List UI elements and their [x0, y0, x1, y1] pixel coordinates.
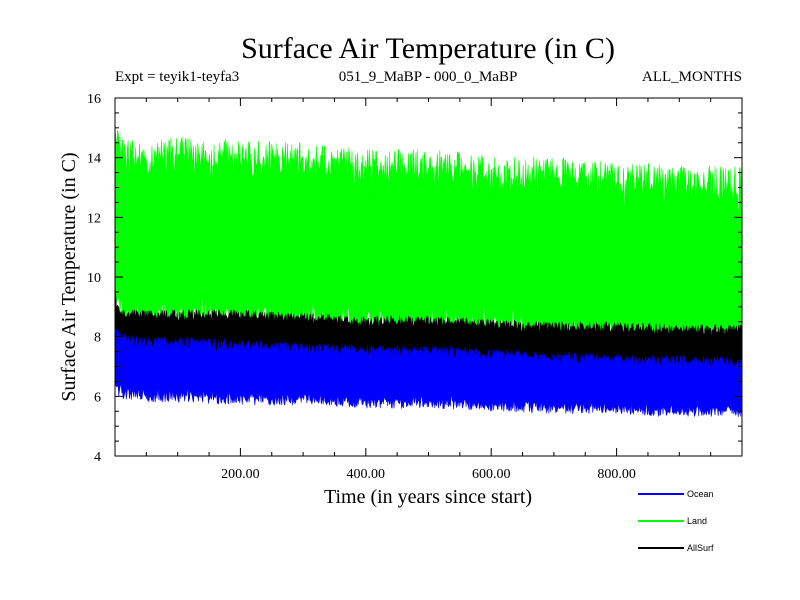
- legend-label-ocean: Ocean: [687, 489, 714, 499]
- legend: Ocean Land AllSurf: [638, 489, 714, 553]
- legend-label-allsurf: AllSurf: [687, 543, 714, 553]
- y-axis-label: Surface Air Temperature (in C): [58, 152, 80, 401]
- x-tick-label: 400.00: [347, 467, 386, 482]
- subtitle-right: ALL_MONTHS: [642, 69, 742, 85]
- y-tick-label: 14: [87, 152, 101, 167]
- x-tick-label: 800.00: [597, 467, 636, 482]
- chart-title: Surface Air Temperature (in C): [241, 32, 615, 65]
- y-tick-label: 8: [94, 331, 101, 346]
- x-tick-label: 200.00: [221, 467, 260, 482]
- subtitle-left: Expt = teyik1-teyfa3: [115, 69, 239, 85]
- series-layer: [114, 129, 743, 417]
- x-tick-label: 600.00: [472, 467, 511, 482]
- ticks-layer: 200.00 400.00 600.00 800.00 4 6 8 10 12 14 16: [87, 92, 742, 482]
- y-tick-label: 12: [87, 211, 101, 226]
- subtitle-center: 051_9_MaBP - 000_0_MaBP: [339, 69, 518, 85]
- y-tick-label: 4: [94, 450, 101, 465]
- x-axis-label: Time (in years since start): [324, 486, 532, 508]
- legend-label-land: Land: [687, 516, 707, 526]
- y-tick-label: 10: [87, 271, 101, 286]
- y-tick-label: 16: [87, 92, 101, 107]
- y-tick-label: 6: [94, 390, 101, 405]
